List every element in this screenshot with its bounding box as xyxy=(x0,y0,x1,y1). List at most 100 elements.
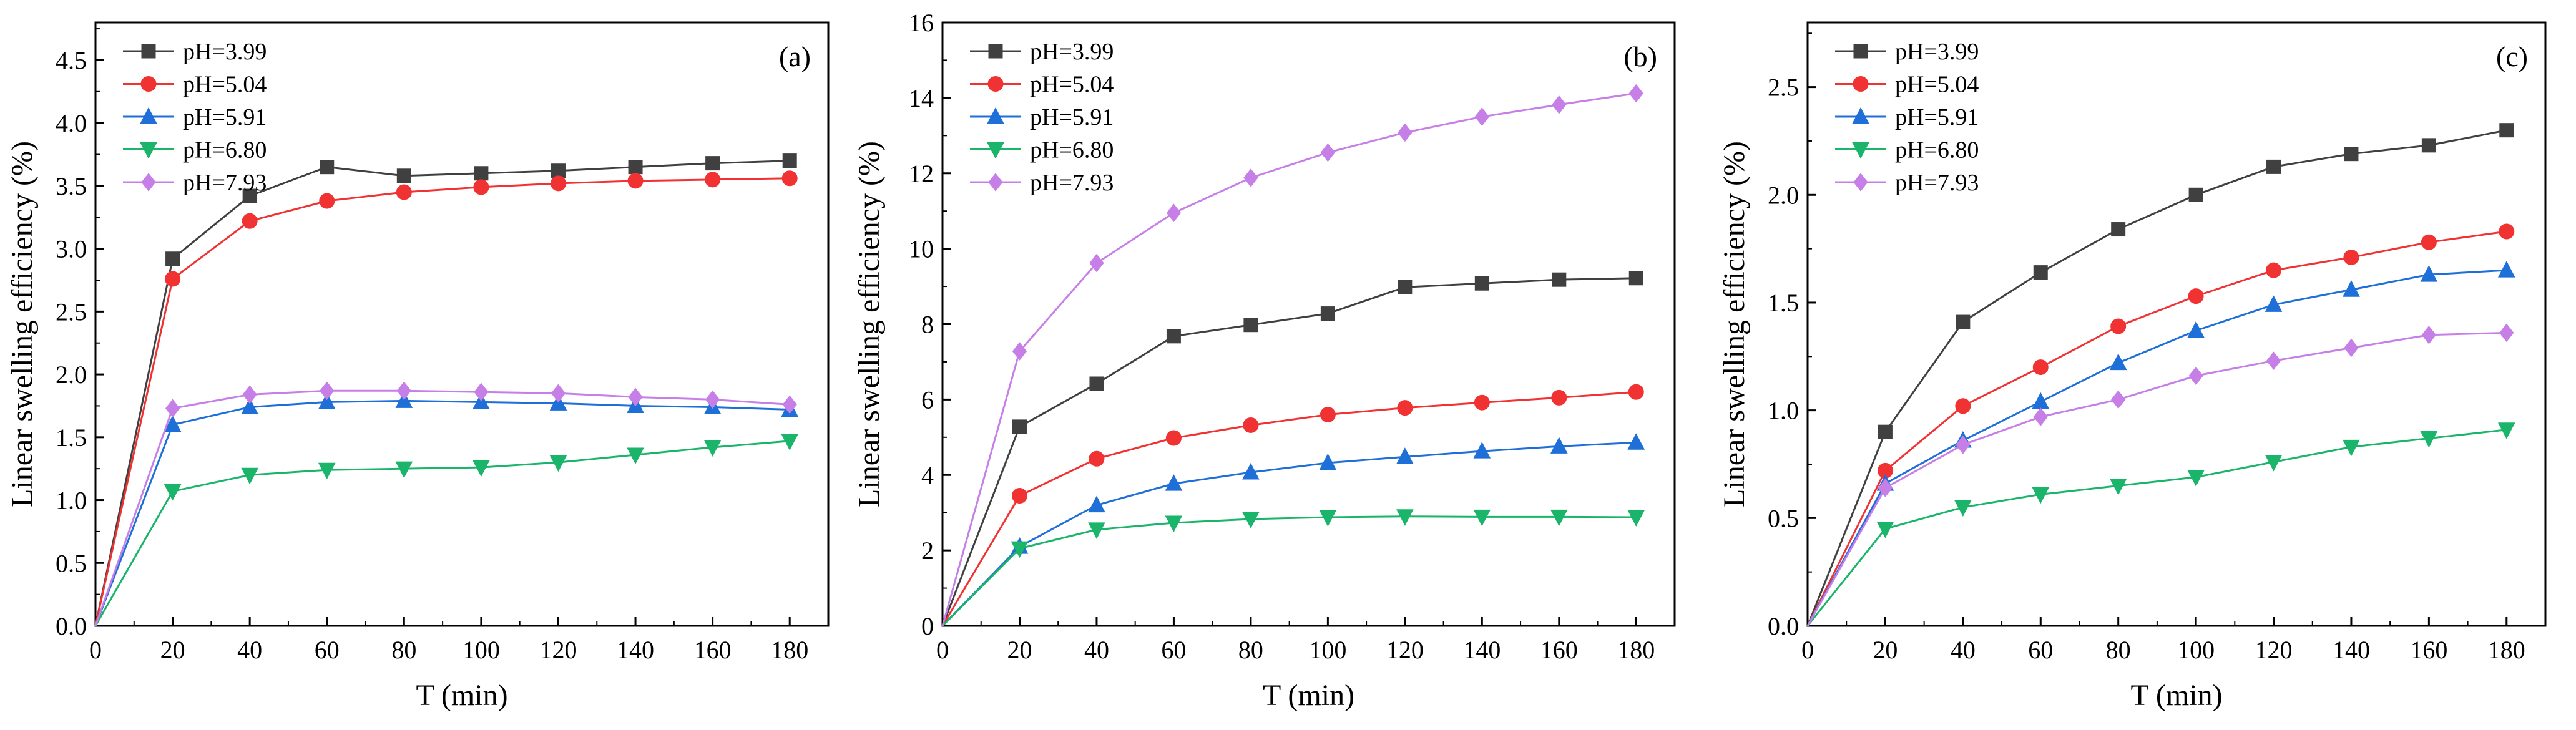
data-point xyxy=(320,160,335,175)
legend-label: pH=7.93 xyxy=(183,170,267,196)
legend-marker xyxy=(988,44,1003,59)
data-point xyxy=(164,484,182,501)
data-point xyxy=(319,193,335,209)
data-point xyxy=(164,415,182,432)
series-4 xyxy=(94,434,799,626)
data-point xyxy=(165,251,180,266)
data-point xyxy=(1628,384,1644,400)
data-point xyxy=(1954,500,1972,517)
data-point xyxy=(705,156,720,171)
data-point xyxy=(1474,107,1489,126)
legend-marker xyxy=(987,107,1004,124)
data-point xyxy=(782,153,797,168)
x-tick-label: 0 xyxy=(89,636,102,664)
data-point xyxy=(473,179,489,195)
y-tick-label: 1.5 xyxy=(1768,289,1799,317)
legend-label: pH=6.80 xyxy=(183,137,267,163)
data-point xyxy=(473,460,490,477)
x-tick-label: 140 xyxy=(617,636,654,664)
x-tick-label: 100 xyxy=(2177,636,2215,664)
x-tick-label: 140 xyxy=(2333,636,2370,664)
series-line xyxy=(941,441,1637,627)
legend-label: pH=5.91 xyxy=(1030,104,1114,130)
data-point xyxy=(1396,509,1414,526)
series-5 xyxy=(1806,323,2514,626)
data-point xyxy=(474,382,489,402)
x-tick-label: 120 xyxy=(2255,636,2293,664)
data-point xyxy=(705,172,721,188)
x-tick-label: 160 xyxy=(694,636,732,664)
legend-marker xyxy=(987,76,1004,92)
data-point xyxy=(1628,271,1643,286)
x-tick-label: 40 xyxy=(237,636,262,664)
y-tick-label: 16 xyxy=(909,9,934,37)
data-point xyxy=(2499,323,2514,343)
chart-panel-2: 0 20 40 60 80 100 120 140 160 180 0 2 4 6 8 10 12 14 16 T (… xyxy=(853,9,1676,712)
y-tick-label: 4 xyxy=(921,461,934,489)
data-point xyxy=(1397,400,1413,416)
data-point xyxy=(1473,509,1491,527)
data-point xyxy=(2033,407,2048,426)
data-point xyxy=(2111,390,2126,409)
legend-label: pH=6.80 xyxy=(1030,137,1114,163)
legend-marker xyxy=(1852,107,1869,124)
data-point xyxy=(2032,359,2049,376)
data-point xyxy=(549,455,567,472)
legend: pH=3.99 pH=5.04 pH=5.91 pH=6.80 pH=7.93 xyxy=(1835,39,1979,196)
x-tick-label: 80 xyxy=(2106,636,2131,664)
data-point xyxy=(1320,306,1335,321)
data-point xyxy=(1011,487,1027,504)
data-point xyxy=(2420,265,2438,282)
data-point xyxy=(2497,261,2515,278)
data-point xyxy=(165,399,180,418)
data-point xyxy=(1878,424,1893,439)
legend-label: pH=5.04 xyxy=(183,72,267,98)
series-line xyxy=(941,391,1637,626)
legend: pH=3.99 pH=5.04 pH=5.91 pH=6.80 pH=7.93 xyxy=(123,39,267,196)
data-point xyxy=(627,447,644,465)
data-point xyxy=(2343,280,2360,297)
x-tick-label: 100 xyxy=(463,636,500,664)
data-point xyxy=(2265,295,2283,312)
data-point xyxy=(1012,419,1027,434)
data-point xyxy=(1550,437,1568,454)
series-line xyxy=(94,399,790,626)
legend-marker xyxy=(1853,173,1868,192)
x-tick-label: 60 xyxy=(2028,636,2053,664)
series-1 xyxy=(1806,123,2514,626)
series-line xyxy=(1806,129,2507,626)
data-point xyxy=(241,467,258,485)
plot-frame xyxy=(94,21,830,627)
data-point xyxy=(2188,288,2204,304)
data-point xyxy=(1089,253,1104,273)
chart-panel-3: 0 20 40 60 80 100 120 140 160 180 0.0 0.5 1.0 1.5 2.0 2… xyxy=(1718,21,2547,712)
y-tick-label: 0 xyxy=(921,612,934,640)
data-point xyxy=(1089,376,1104,391)
data-point xyxy=(318,392,336,409)
data-point xyxy=(2499,223,2515,240)
data-point xyxy=(1956,436,1971,454)
data-point xyxy=(2421,138,2436,153)
data-point xyxy=(1320,407,1336,423)
series-4 xyxy=(941,509,1645,627)
legend-label: pH=7.93 xyxy=(1895,170,1979,196)
y-axis-title: Linear swelling efficiency (%) xyxy=(853,141,886,507)
series-4 xyxy=(1806,422,2515,626)
data-point xyxy=(395,461,413,479)
data-point xyxy=(396,381,411,401)
x-axis-title: T (min) xyxy=(2130,679,2222,712)
legend-label: pH=5.91 xyxy=(1895,104,1979,130)
legend-marker xyxy=(141,44,156,59)
data-point xyxy=(781,170,798,187)
data-point xyxy=(2343,439,2360,457)
x-tick-label: 120 xyxy=(539,636,577,664)
data-point xyxy=(2188,187,2203,202)
x-tick-label: 40 xyxy=(1951,636,1976,664)
series-line xyxy=(1806,230,2507,626)
data-point xyxy=(2033,265,2048,280)
series-line xyxy=(1806,269,2507,626)
data-point xyxy=(1320,143,1336,162)
y-tick-label: 1.0 xyxy=(56,487,87,515)
data-point xyxy=(628,387,643,407)
